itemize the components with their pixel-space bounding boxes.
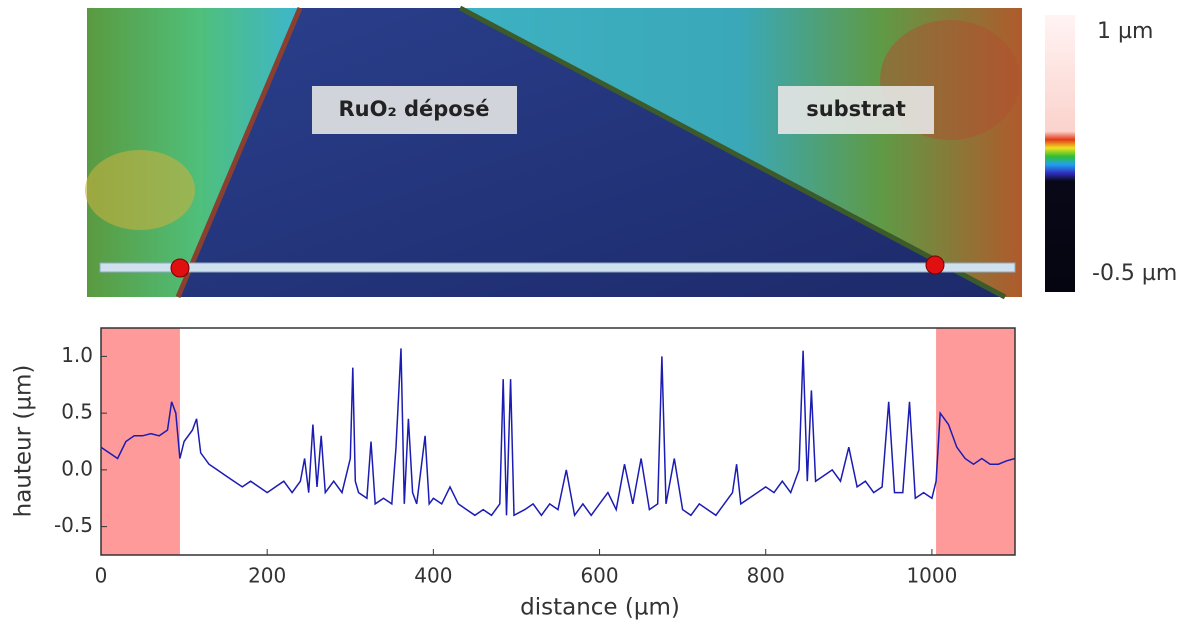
map-patch (85, 150, 195, 230)
profile-chart: distance (µm) hauteur (µm) (11, 365, 680, 621)
x-tick-label: 200 (248, 564, 286, 588)
profile-end (925, 255, 945, 275)
plot-frame (100, 327, 1016, 556)
x-tick-label: 400 (414, 564, 452, 588)
x-axis-label: distance (µm) (520, 595, 680, 621)
height-map: RuO₂ déposé substrat (85, 5, 1022, 300)
x-tick-label: 600 (580, 564, 618, 588)
map-label: substrat (806, 97, 906, 121)
shaded-region (101, 328, 180, 555)
map-edge (458, 5, 1007, 300)
y-axis-label: hauteur (µm) (11, 365, 37, 518)
label-box (312, 86, 517, 134)
label-box (778, 86, 934, 134)
profile-line (99, 262, 1016, 273)
colorbar (1045, 15, 1075, 292)
colorbar-label: 1 µm (1097, 19, 1153, 44)
x-tick-label: 800 (747, 564, 785, 588)
map-deposit (178, 8, 1005, 297)
shaded-region (936, 328, 1015, 555)
y-tick-label: 1.0 (61, 343, 93, 367)
profile-end (170, 258, 190, 278)
y-tick-label: 0.5 (61, 400, 93, 424)
y-tick-label: -0.5 (54, 513, 93, 537)
x-tick-label: 1000 (906, 564, 957, 588)
line-series (100, 348, 1016, 518)
map-label: RuO₂ déposé (339, 97, 490, 121)
colorbar-label: -0.5 µm (1092, 261, 1177, 286)
map-edge (175, 7, 303, 298)
y-tick-label: 0.0 (61, 456, 93, 480)
x-tick-label: 0 (95, 564, 108, 588)
